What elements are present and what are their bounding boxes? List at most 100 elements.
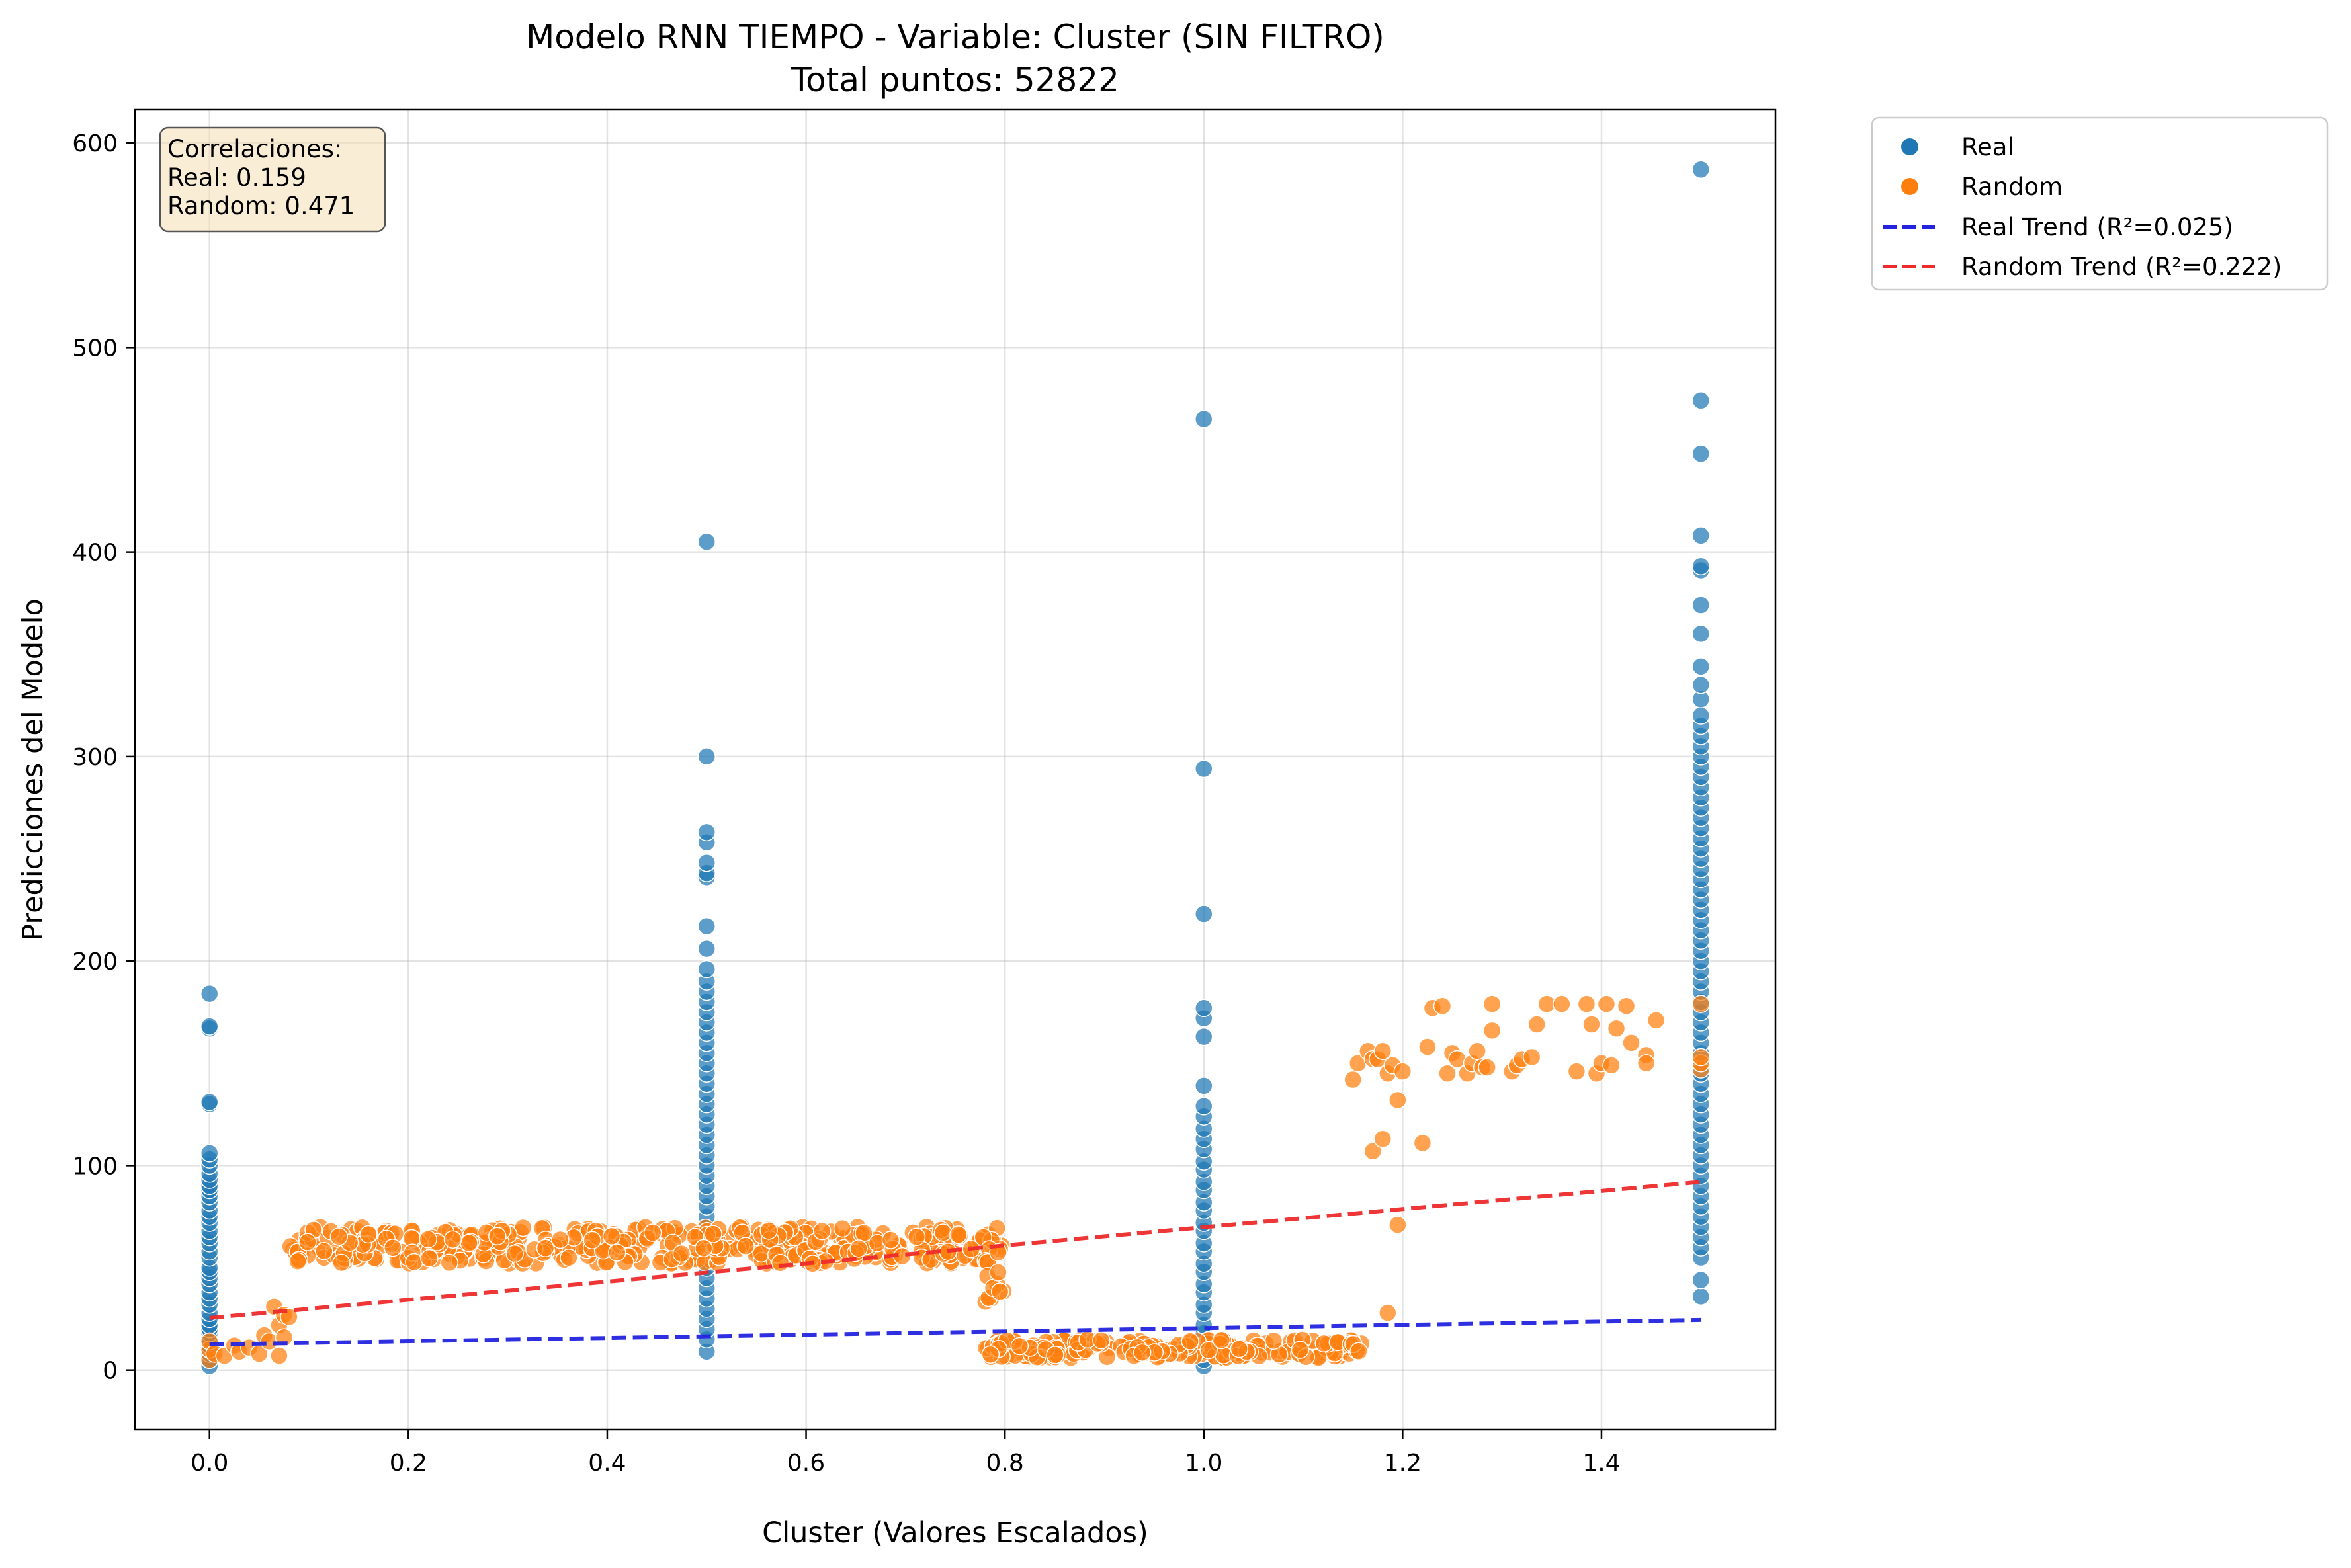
random-point	[1582, 1015, 1601, 1034]
random-point	[1691, 1048, 1711, 1067]
real-point	[1195, 999, 1213, 1018]
random-point	[1433, 997, 1452, 1015]
random-point	[460, 1233, 478, 1253]
real-point	[200, 984, 219, 1003]
random-point	[1133, 1343, 1152, 1362]
random-point	[1567, 1062, 1586, 1081]
legend: Real Random Real Trend (R²=0.025) Random…	[1871, 116, 2329, 291]
random-point	[488, 1227, 507, 1245]
random-point	[443, 1230, 462, 1249]
random-point	[420, 1249, 439, 1268]
random-point	[933, 1223, 953, 1242]
real-point	[1691, 1287, 1711, 1306]
correlation-random: Random: 0.471	[167, 192, 355, 220]
x-tick-label: 0.2	[390, 1450, 427, 1477]
random-point	[990, 1282, 1009, 1301]
x-axis-label: Cluster (Valores Escalados)	[762, 1516, 1148, 1549]
x-axis-ticks: 0.0 0.2 0.4 0.6 0.8 1.0 1.2 1.4	[191, 1430, 1621, 1477]
y-tick-label: 300	[72, 744, 118, 771]
random-point	[1478, 1058, 1496, 1077]
random-point	[1482, 1021, 1502, 1040]
random-point	[1602, 1056, 1621, 1075]
chart-title: Modelo RNN TIEMPO - Variable: Cluster (S…	[526, 18, 1385, 56]
real-point	[1691, 706, 1711, 725]
random-point	[270, 1346, 288, 1365]
random-point	[1373, 1042, 1392, 1060]
random-point	[1389, 1216, 1407, 1234]
y-tick-label: 400	[72, 540, 118, 567]
random-points	[200, 995, 1711, 1369]
legend-label-random: Random	[1961, 173, 2063, 201]
random-point	[1092, 1331, 1111, 1350]
random-point	[419, 1230, 437, 1249]
random-point	[1199, 1341, 1218, 1360]
trend-lines	[209, 1180, 1701, 1347]
real-trend-line	[209, 1317, 1701, 1347]
x-tick-label: 0.6	[787, 1450, 825, 1477]
y-tick-label: 100	[72, 1153, 118, 1180]
random-point	[288, 1252, 307, 1270]
legend-marker-real	[1901, 138, 1918, 155]
random-point	[298, 1233, 317, 1251]
x-tick-label: 1.0	[1185, 1450, 1222, 1477]
x-tick-label: 0.0	[191, 1450, 228, 1477]
random-point	[405, 1253, 423, 1272]
real-point	[1691, 596, 1711, 614]
random-point	[608, 1243, 626, 1262]
random-point	[536, 1239, 555, 1258]
real-point	[1691, 657, 1711, 676]
random-point	[260, 1332, 278, 1351]
random-point	[602, 1227, 621, 1246]
random-point	[981, 1345, 1000, 1364]
random-point	[1468, 1042, 1486, 1060]
random-point	[560, 1249, 578, 1267]
legend-label-real-trend: Real Trend (R²=0.025)	[1961, 213, 2233, 241]
random-point	[907, 1227, 926, 1247]
real-point	[1195, 409, 1213, 429]
random-point	[332, 1253, 351, 1272]
random-point	[440, 1253, 458, 1272]
random-point	[1617, 997, 1636, 1015]
real-point	[200, 1017, 219, 1036]
random-point	[1373, 1130, 1392, 1148]
random-point	[855, 1223, 873, 1243]
random-point	[1010, 1337, 1029, 1356]
correlation-real: Real: 0.159	[167, 163, 306, 192]
random-point	[1363, 1142, 1383, 1161]
random-point	[1438, 1064, 1457, 1083]
random-point	[643, 1223, 662, 1242]
y-axis-label: Predicciones del Modelo	[17, 598, 50, 941]
random-point	[704, 1225, 722, 1243]
legend-frame	[1871, 116, 2329, 291]
random-point	[1046, 1346, 1064, 1364]
real-point	[1691, 526, 1711, 545]
legend-marker-random	[1901, 178, 1918, 195]
random-point	[1389, 1091, 1407, 1110]
random-point	[1597, 995, 1616, 1013]
real-point	[1195, 905, 1213, 923]
real-point	[697, 532, 716, 551]
random-point	[949, 1225, 968, 1244]
random-point	[1482, 995, 1502, 1013]
y-tick-label: 200	[72, 948, 118, 975]
legend-label-real: Real	[1961, 133, 2014, 161]
random-point	[759, 1221, 778, 1240]
y-axis-ticks: 0 100 200 300 400 500 600	[72, 130, 135, 1385]
real-point	[1691, 624, 1711, 643]
real-point	[1195, 1096, 1213, 1116]
real-point	[200, 1093, 219, 1112]
random-point	[315, 1242, 333, 1260]
real-point	[697, 917, 716, 936]
real-point	[1691, 557, 1711, 576]
random-point	[329, 1227, 349, 1246]
correlation-box: Correlaciones: Real: 0.159 Random: 0.471	[159, 126, 386, 233]
random-point	[1646, 1011, 1666, 1030]
random-point	[1291, 1341, 1310, 1359]
real-point	[697, 747, 716, 766]
random-point	[771, 1254, 790, 1272]
random-point	[812, 1221, 832, 1241]
x-tick-label: 1.4	[1582, 1450, 1620, 1477]
random-point	[1212, 1331, 1231, 1350]
real-point	[697, 939, 716, 958]
